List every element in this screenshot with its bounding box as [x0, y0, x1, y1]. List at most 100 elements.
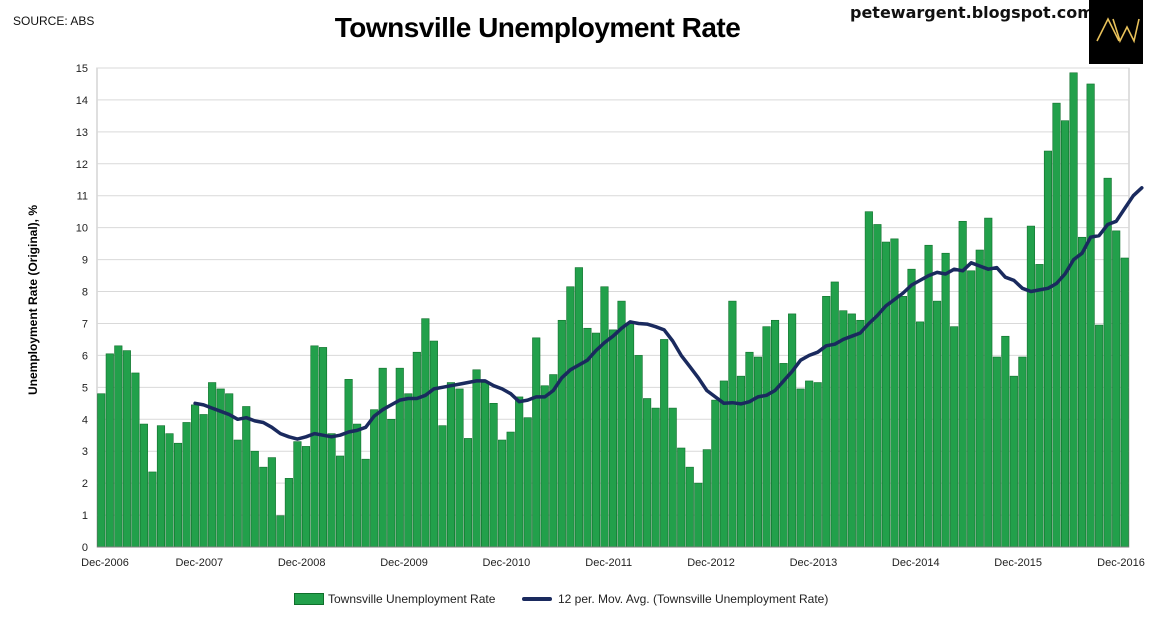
- bar: [805, 380, 814, 548]
- bar: [685, 466, 694, 548]
- bar: [446, 382, 456, 548]
- bar: [412, 351, 421, 548]
- aw-logo: [1089, 0, 1143, 64]
- legend-line-label: 12 per. Mov. Avg. (Townsville Unemployme…: [558, 592, 829, 606]
- y-tick-label: 4: [82, 414, 88, 426]
- aw-logo-mark: [1096, 17, 1140, 44]
- bar: [600, 286, 609, 548]
- bar: [165, 433, 174, 548]
- bar: [719, 380, 728, 548]
- bar: [830, 281, 839, 548]
- source-note: SOURCE: ABS: [13, 14, 95, 28]
- bar: [404, 393, 413, 548]
- bar: [498, 439, 507, 548]
- bar: [463, 438, 473, 548]
- bar: [643, 398, 652, 548]
- bar: [881, 241, 890, 548]
- y-tick-label: 14: [76, 95, 88, 107]
- y-tick-label: 2: [82, 478, 88, 490]
- bar: [1001, 335, 1010, 548]
- y-tick-label: 11: [77, 191, 88, 203]
- bar: [933, 300, 942, 548]
- y-tick-label: 8: [82, 287, 88, 299]
- y-axis-label: Unemployment Rate (Original), %: [26, 204, 40, 396]
- bar: [301, 446, 311, 548]
- bar: [114, 345, 123, 548]
- bar: [711, 399, 720, 548]
- bar: [395, 367, 404, 548]
- bar: [1052, 102, 1061, 548]
- bar: [557, 319, 566, 548]
- moving-average-line: [193, 186, 1144, 441]
- bar: [728, 300, 737, 548]
- bar: [242, 406, 251, 548]
- x-tick-label: Dec-2006: [81, 557, 129, 569]
- x-tick-label: Dec-2015: [994, 557, 1042, 569]
- bar: [421, 318, 430, 548]
- bar: [284, 478, 293, 548]
- bar: [455, 388, 464, 548]
- bar: [950, 326, 959, 548]
- bar: [574, 267, 583, 548]
- bar: [549, 374, 558, 548]
- bar: [489, 402, 498, 548]
- bar: [472, 369, 481, 548]
- bar: [702, 449, 711, 548]
- bar: [1103, 177, 1112, 548]
- bar: [139, 423, 148, 548]
- bar: [250, 450, 259, 548]
- bar: [591, 332, 600, 548]
- bar: [1112, 230, 1121, 548]
- bar: [864, 211, 873, 548]
- bar: [1035, 264, 1044, 548]
- bar: [259, 466, 268, 548]
- bar: [608, 329, 618, 548]
- y-tick-label: 6: [82, 350, 88, 362]
- bar: [1095, 324, 1104, 548]
- bar: [1120, 257, 1129, 548]
- bar: [753, 356, 763, 548]
- bar: [429, 340, 438, 548]
- bar: [839, 310, 848, 548]
- bar: [626, 323, 635, 548]
- bar: [660, 339, 669, 548]
- bar: [975, 249, 984, 548]
- x-tick-label: Dec-2009: [380, 557, 428, 569]
- bar: [762, 326, 771, 548]
- bar: [233, 439, 242, 548]
- bar: [370, 409, 379, 548]
- bar: [532, 337, 541, 548]
- bar: [915, 321, 925, 548]
- bar: [156, 425, 166, 548]
- bar: [267, 457, 276, 548]
- bar: [191, 404, 200, 548]
- bar: [173, 442, 183, 548]
- y-tick-label: 5: [82, 382, 88, 394]
- y-tick-label: 12: [76, 159, 88, 171]
- y-tick-label: 13: [76, 127, 88, 139]
- bar: [344, 379, 353, 548]
- legend-bar-label: Townsville Unemployment Rate: [328, 592, 496, 606]
- x-tick-label: Dec-2007: [175, 557, 223, 569]
- legend-item-bars: Townsville Unemployment Rate: [294, 592, 495, 606]
- bar: [276, 515, 285, 548]
- bar: [634, 355, 643, 548]
- bar: [353, 423, 362, 548]
- bar: [182, 422, 191, 548]
- bar: [105, 353, 114, 548]
- bar: [788, 313, 797, 548]
- bar: [898, 296, 908, 548]
- bar: [566, 286, 575, 548]
- bar: [873, 224, 882, 548]
- y-tick-label: 10: [76, 223, 88, 235]
- bar: [481, 382, 490, 548]
- bar: [1009, 375, 1018, 548]
- bar: [310, 345, 319, 548]
- bar: [506, 431, 515, 548]
- bar: [856, 319, 865, 548]
- chart-title: Townsville Unemployment Rate: [334, 12, 741, 43]
- site-url[interactable]: petewargent.blogspot.com: [850, 3, 1094, 22]
- bar: [361, 458, 370, 548]
- bar: [327, 433, 336, 548]
